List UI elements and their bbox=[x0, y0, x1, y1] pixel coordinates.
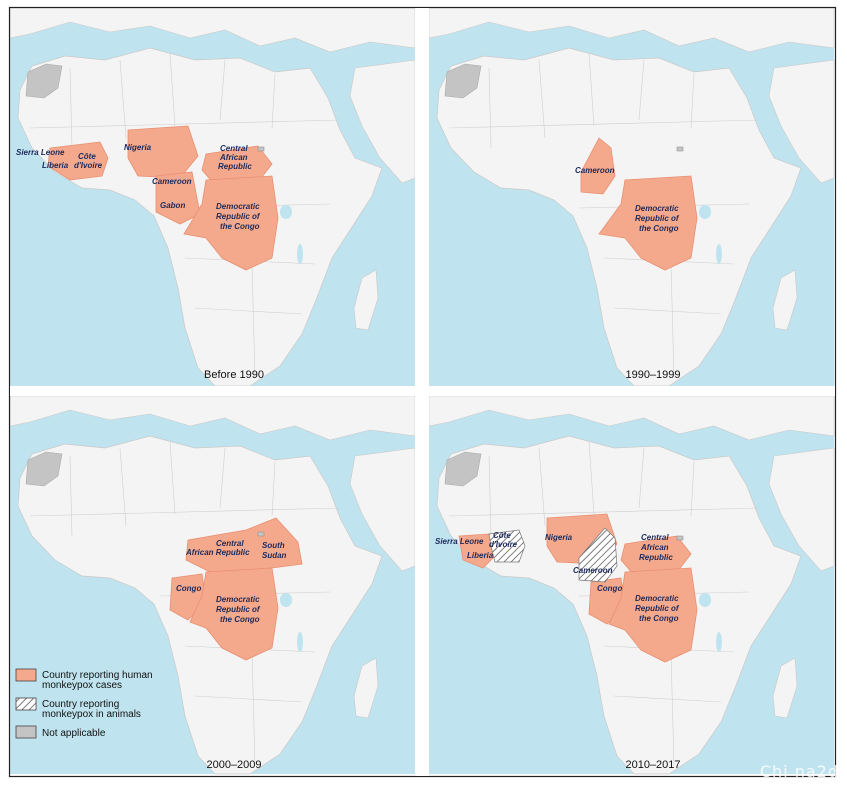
legend-label-animals-2: monkeypox in animals bbox=[42, 709, 141, 720]
region-cameroon-gabon bbox=[155, 171, 201, 225]
not-applicable-patch bbox=[676, 146, 684, 152]
label-drc-2: Republic of bbox=[635, 214, 680, 223]
label-sudan: Sudan bbox=[262, 551, 287, 560]
outer-frame bbox=[8, 6, 837, 778]
legend-swatch-animals bbox=[15, 697, 37, 711]
label-divoire: d'Ivoire bbox=[489, 540, 518, 549]
panel-title: 2010–2017 bbox=[625, 759, 680, 771]
label-drc-3: the Congo bbox=[639, 614, 679, 623]
label-drc-1: Democratic bbox=[635, 594, 679, 603]
panel-title: Before 1990 bbox=[204, 369, 264, 381]
label-sierra-leone: Sierra Leone bbox=[16, 148, 65, 157]
label-divoire: d'Ivoire bbox=[74, 161, 103, 170]
label-congo: Congo bbox=[597, 584, 622, 593]
label-cote: Côte bbox=[493, 531, 511, 540]
region-drc bbox=[608, 567, 698, 663]
label-drc-3: the Congo bbox=[220, 615, 260, 624]
label-central: Central bbox=[641, 533, 669, 542]
label-cameroon: Cameroon bbox=[575, 166, 615, 175]
legend-swatch-human bbox=[15, 668, 37, 682]
legend-label-human-2: monkeypox cases bbox=[42, 680, 122, 691]
not-applicable-patch bbox=[257, 531, 265, 537]
label-liberia: Liberia bbox=[42, 161, 69, 170]
label-cameroon: Cameroon bbox=[573, 566, 613, 575]
legend-label-na: Not applicable bbox=[42, 728, 106, 739]
legend-label-animals-1: Country reporting bbox=[42, 699, 119, 710]
label-congo: Congo bbox=[176, 584, 201, 593]
panel-before-1990: Sierra Leone Côte d'Ivoire Liberia Niger… bbox=[9, 7, 416, 387]
watermark: Chi na2d bbox=[759, 762, 839, 781]
label-gabon: Gabon bbox=[160, 201, 185, 210]
label-cameroon: Cameroon bbox=[152, 177, 192, 186]
not-applicable-patch bbox=[257, 146, 265, 152]
label-african: African bbox=[640, 543, 669, 552]
label-nigeria: Nigeria bbox=[545, 533, 573, 542]
label-drc-1: Democratic bbox=[635, 204, 679, 213]
legend: Country reporting human monkeypox cases … bbox=[15, 668, 153, 739]
label-car: African Republic bbox=[185, 548, 250, 557]
label-drc-3: the Congo bbox=[220, 222, 260, 231]
panel-2000-2009: Central African Republic South Sudan Con… bbox=[9, 395, 416, 775]
label-african: African bbox=[219, 153, 248, 162]
label-central: Central bbox=[220, 144, 248, 153]
panel-title: 1990–1999 bbox=[625, 369, 680, 381]
label-republic: Republic bbox=[639, 553, 673, 562]
label-sierra-leone: Sierra Leone bbox=[435, 537, 484, 546]
not-applicable-patch bbox=[676, 535, 684, 541]
region-drc bbox=[183, 175, 279, 271]
label-south: South bbox=[262, 541, 285, 550]
label-drc-1: Democratic bbox=[216, 202, 260, 211]
region-cote-divoire-hatched bbox=[488, 529, 526, 563]
panel-title: 2000–2009 bbox=[206, 759, 261, 771]
horizontal-divider bbox=[10, 386, 835, 396]
region-sierra-leone-liberia bbox=[458, 533, 496, 569]
label-liberia: Liberia bbox=[467, 551, 494, 560]
legend-label-human-1: Country reporting human bbox=[42, 670, 153, 681]
region-cameroon bbox=[580, 137, 616, 195]
label-central: Central bbox=[216, 539, 244, 548]
region-drc bbox=[598, 175, 698, 271]
region-cameroon-hatched bbox=[578, 527, 618, 583]
region-car-south-sudan bbox=[185, 517, 303, 573]
label-drc-3: the Congo bbox=[639, 224, 679, 233]
legend-swatch-na bbox=[15, 725, 37, 739]
label-nigeria: Nigeria bbox=[124, 143, 152, 152]
label-drc-2: Republic of bbox=[216, 605, 261, 614]
region-west-africa bbox=[47, 141, 109, 181]
label-drc-2: Republic of bbox=[635, 604, 680, 613]
label-drc-1: Democratic bbox=[216, 595, 260, 604]
label-republic: Republic bbox=[218, 162, 252, 171]
label-cote: Côte bbox=[78, 152, 96, 161]
panel-1990-1999: Cameroon Democratic Republic of the Cong… bbox=[428, 7, 835, 387]
region-drc bbox=[189, 567, 279, 661]
label-drc-2: Republic of bbox=[216, 212, 261, 221]
panel-2010-2017: Côte d'Ivoire Sierra Leone Liberia Niger… bbox=[428, 395, 835, 775]
